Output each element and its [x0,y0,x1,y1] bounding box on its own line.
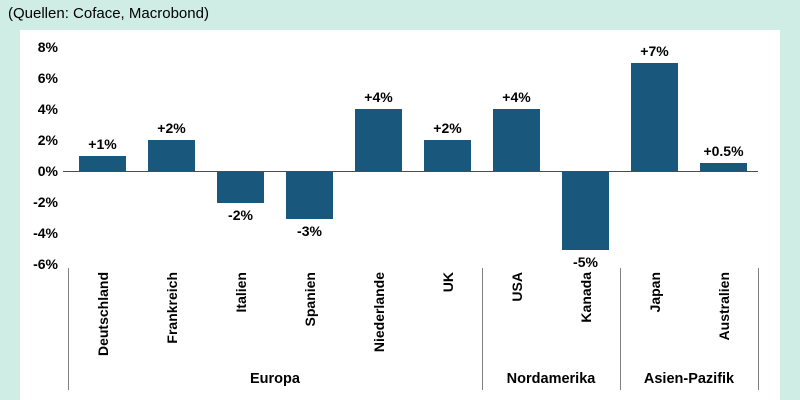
bar-value-label: +4% [502,89,531,105]
y-tick-label: 6% [37,70,58,86]
bar-value-label: +0.5% [703,143,744,160]
group-separator-line [758,268,759,390]
group-label: Asien-Pazifik [643,371,735,387]
country-label: Australien [715,272,732,341]
bar [286,172,333,219]
zero-axis-line [63,171,758,172]
y-tick-label: -2% [33,194,58,210]
bar-value-label: +7% [640,42,669,59]
bar-value-label: -5% [573,253,598,270]
y-tick-label: 0% [37,163,58,179]
bar [79,155,126,171]
bar-value-label: +2% [157,120,186,136]
y-tick-label: -6% [33,256,58,272]
country-label: Frankreich [163,272,180,344]
plot-panel: 8% 6% 4% 2% 0% -2% -4% -6% +1% Deutschland +2% Fran… [20,30,780,400]
country-label: Niederlande [370,272,387,353]
bar [700,163,747,171]
country-label: Spanien [301,272,318,327]
y-tick-label: -4% [33,225,58,241]
group-separator-line [482,268,483,390]
bar-value-label: +4% [364,89,393,105]
country-label: Italien [232,272,249,313]
country-label: Kanada [577,272,594,323]
bar-value-label: -2% [228,207,253,223]
bar [562,172,609,250]
bar [148,140,195,171]
bar-value-label: +2% [433,120,462,136]
country-label: Japan [646,272,663,313]
bar [424,140,471,171]
y-tick-label: 8% [37,39,58,55]
source-caption: (Quellen: Coface, Macrobond) [8,5,209,22]
y-tick-label: 2% [37,132,58,148]
bar [355,109,402,171]
country-label: UK [439,272,456,293]
y-tick-label: 4% [37,101,58,117]
group-separator-line [68,268,69,390]
country-label: USA [508,272,525,302]
group-label: Europa [250,371,300,387]
country-label: Deutschland [94,272,111,357]
bar [217,172,264,203]
group-label: Nordamerika [506,371,596,387]
group-separator-line [620,268,621,390]
bar [493,109,540,171]
bar-value-label: -3% [297,222,322,239]
bar-value-label: +1% [88,135,117,152]
bar [631,62,678,171]
